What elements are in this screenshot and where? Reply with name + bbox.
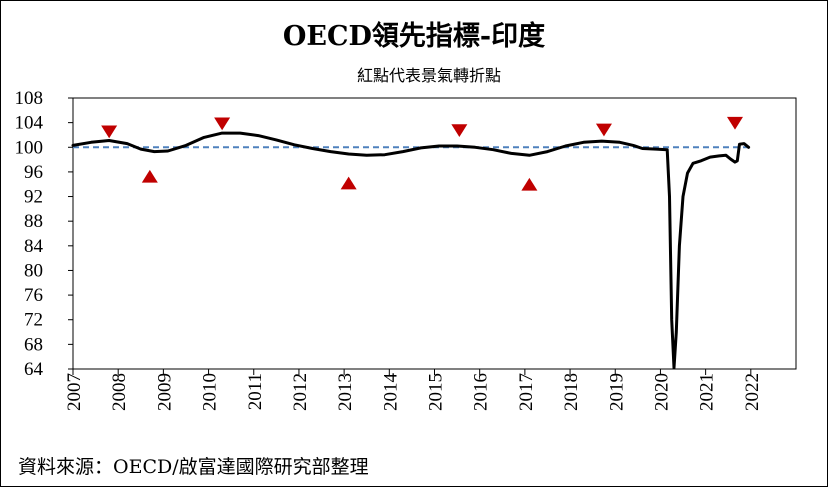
source-note: 資料來源：OECD/啟富達國際研究部整理 [18,456,369,478]
peak-marker [101,125,118,139]
x-tick-label: 2022 [742,373,763,411]
x-tick-label: 2018 [561,373,582,411]
x-tick-label: 2014 [380,373,401,412]
x-tick-label: 2016 [471,373,492,411]
plot-area [72,97,797,370]
x-tick-label: 2012 [290,373,311,411]
peak-marker [451,124,468,138]
y-tick-label: 96 [24,162,43,183]
y-tick-label: 88 [24,211,43,232]
series-line [71,131,751,370]
x-tick-label: 2011 [245,373,266,410]
y-tick-label: 68 [24,334,43,355]
y-tick-label: 100 [15,137,44,158]
x-tick-label: 2013 [335,373,356,411]
y-tick-label: 76 [24,285,43,306]
x-tick-label: 2015 [426,373,447,411]
peak-marker [214,117,231,131]
x-tick-label: 2007 [64,373,85,411]
x-tick-label: 2021 [697,373,718,411]
y-tick-label: 64 [24,359,44,380]
y-tick-label: 72 [24,310,43,331]
peak-marker [595,123,612,137]
x-tick-label: 2020 [651,373,672,411]
trough-marker [521,177,538,191]
y-tick-label: 108 [15,88,44,109]
trough-marker [340,176,357,190]
x-tick-label: 2009 [154,373,175,411]
chart-subtitle: 紅點代表景氣轉折點 [356,66,501,85]
x-tick-label: 2017 [516,373,537,411]
y-tick-label: 80 [24,260,43,281]
y-tick-label: 92 [24,187,43,208]
chart-title: OECD領先指標-印度 [282,21,546,52]
x-tick-label: 2019 [606,373,627,411]
trough-marker [141,169,158,183]
x-tick-label: 2010 [200,373,221,411]
y-tick-label: 84 [24,236,44,257]
x-tick-label: 2008 [109,373,130,411]
y-tick-label: 104 [15,113,44,134]
peak-marker [726,116,743,130]
